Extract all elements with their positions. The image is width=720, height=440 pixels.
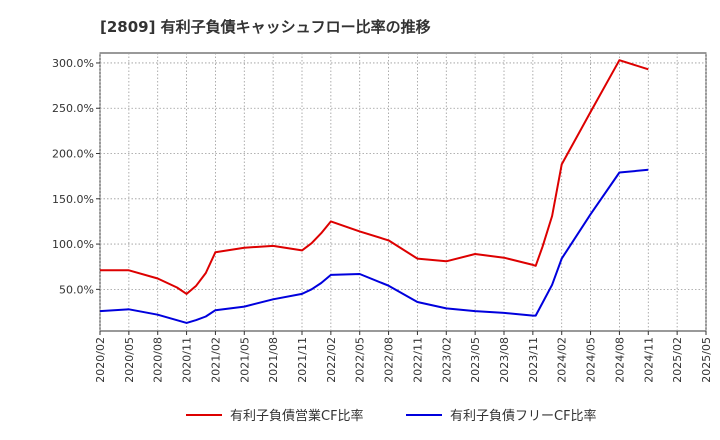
y-axis: 50.0% 100.0% 150.0% 200.0% 250.0% 300.0% bbox=[52, 57, 100, 296]
series bbox=[99, 59, 649, 324]
x-tick-label: 2022/08 bbox=[383, 337, 396, 383]
x-tick-label: 2022/11 bbox=[411, 337, 424, 383]
x-tick-label: 2021/02 bbox=[209, 337, 222, 383]
legend-label-operating-cf: 有利子負債営業CF比率 bbox=[230, 408, 364, 424]
x-tick-label: 2021/11 bbox=[296, 337, 309, 383]
x-axis: 2020/02 2020/05 2020/08 2020/11 2021/02 2021/… bbox=[94, 331, 713, 383]
x-tick-label: 2023/08 bbox=[498, 337, 511, 383]
series-line-1 bbox=[99, 168, 649, 324]
x-tick-label: 2025/02 bbox=[671, 337, 684, 383]
x-tick-label: 2022/02 bbox=[325, 337, 338, 383]
series-line-0 bbox=[100, 59, 649, 295]
chart-title: [2809] 有利子負債キャッシュフロー比率の推移 bbox=[100, 18, 431, 36]
legend-label-free-cf: 有利子負債フリーCF比率 bbox=[450, 408, 597, 424]
x-tick-label: 2025/05 bbox=[700, 337, 713, 383]
y-tick-label: 300.0% bbox=[52, 57, 94, 70]
x-tick-label: 2024/05 bbox=[585, 337, 598, 383]
y-tick-label: 150.0% bbox=[52, 193, 94, 206]
y-tick-label: 50.0% bbox=[59, 283, 94, 296]
x-tick-label: 2021/08 bbox=[267, 337, 280, 383]
x-tick-label: 2022/05 bbox=[354, 337, 367, 383]
y-tick-label: 250.0% bbox=[52, 102, 94, 115]
x-tick-label: 2023/11 bbox=[527, 337, 540, 383]
x-tick-label: 2020/11 bbox=[181, 337, 194, 383]
x-tick-label: 2023/02 bbox=[440, 337, 453, 383]
y-tick-label: 200.0% bbox=[52, 148, 94, 161]
x-tick-label: 2024/02 bbox=[556, 337, 569, 383]
x-tick-label: 2021/05 bbox=[238, 337, 251, 383]
x-tick-label: 2020/02 bbox=[94, 337, 107, 383]
x-tick-label: 2020/05 bbox=[123, 337, 136, 383]
x-tick-label: 2023/05 bbox=[469, 337, 482, 383]
x-tick-label: 2024/08 bbox=[613, 337, 626, 383]
y-tick-label: 100.0% bbox=[52, 238, 94, 251]
x-tick-label: 2024/11 bbox=[642, 337, 655, 383]
x-tick-label: 2020/08 bbox=[152, 337, 165, 383]
legend: 有利子負債営業CF比率 有利子負債フリーCF比率 bbox=[186, 408, 597, 424]
